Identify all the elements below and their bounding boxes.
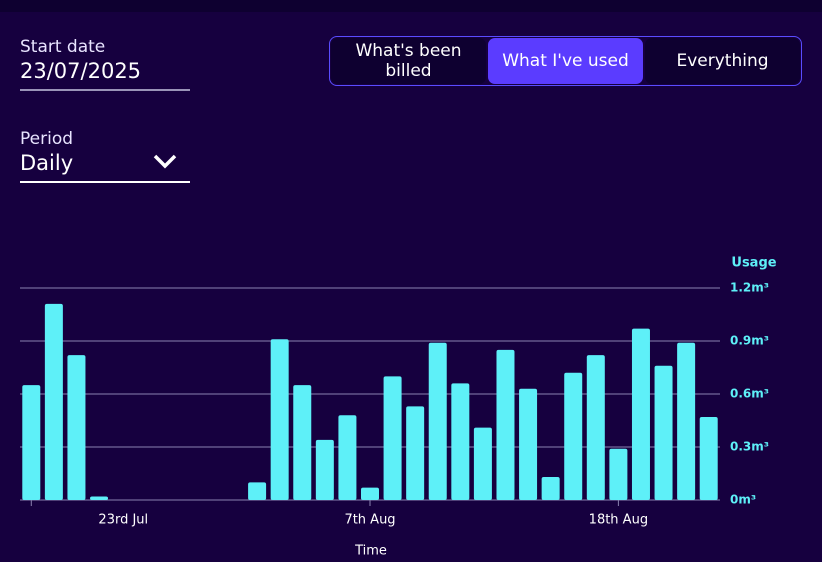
- bar: [428, 342, 447, 500]
- bar: [519, 388, 538, 500]
- bar: [586, 355, 605, 500]
- bar: [631, 328, 650, 500]
- start-date-field[interactable]: Start date 23/07/2025: [20, 37, 190, 91]
- view-toggle: What's been billed What I've used Everythi…: [329, 36, 802, 86]
- bar: [270, 339, 289, 500]
- period-field[interactable]: Period Daily: [20, 129, 190, 183]
- y-tick-label: 0.9m³: [730, 334, 769, 348]
- bar: [541, 477, 560, 500]
- bar: [654, 365, 673, 500]
- x-tick-label: 7th Aug: [344, 513, 395, 528]
- bar: [361, 487, 379, 500]
- bar: [473, 427, 492, 500]
- chart: Usage 0m³ 0.3m³ 0.6m³ 0.9m³ 1.2m³ 23rd Jul 7th …: [20, 256, 777, 559]
- bar: [609, 448, 628, 500]
- bar: [699, 416, 718, 500]
- y-tick-label: 0.6m³: [730, 387, 769, 401]
- x-tick-label: 18th Aug: [589, 513, 648, 528]
- y-tick-label: 1.2m³: [730, 281, 769, 295]
- bar: [451, 383, 470, 500]
- bar: [22, 385, 41, 500]
- bar: [564, 372, 583, 500]
- toggle-option[interactable]: What's been billed: [331, 38, 486, 84]
- bar: [383, 376, 402, 500]
- toggle-option[interactable]: Everything: [645, 38, 800, 84]
- bar: [677, 342, 696, 500]
- top-bar: [0, 0, 822, 12]
- start-date-label: Start date: [20, 37, 106, 57]
- chevron: [153, 154, 177, 169]
- x-axis-label: Time: [354, 544, 387, 559]
- bar: [67, 355, 86, 500]
- bar: [90, 496, 109, 500]
- period-label: Period: [20, 129, 74, 149]
- bar: [406, 406, 425, 500]
- bar: [293, 385, 312, 500]
- y-axis-label: Usage: [731, 256, 776, 271]
- bar: [44, 303, 63, 500]
- y-tick-label: 0.3m³: [730, 440, 769, 454]
- toggle-option[interactable]: What I've used: [488, 38, 643, 84]
- bar: [338, 415, 357, 500]
- start-date-value: 23/07/2025: [20, 59, 142, 83]
- bar: [496, 349, 515, 500]
- period-value: Daily: [20, 151, 74, 175]
- bar: [315, 439, 334, 500]
- x-tick-label: 23rd Jul: [98, 513, 148, 528]
- y-tick-label: 0m³: [730, 493, 756, 507]
- bar: [248, 482, 267, 500]
